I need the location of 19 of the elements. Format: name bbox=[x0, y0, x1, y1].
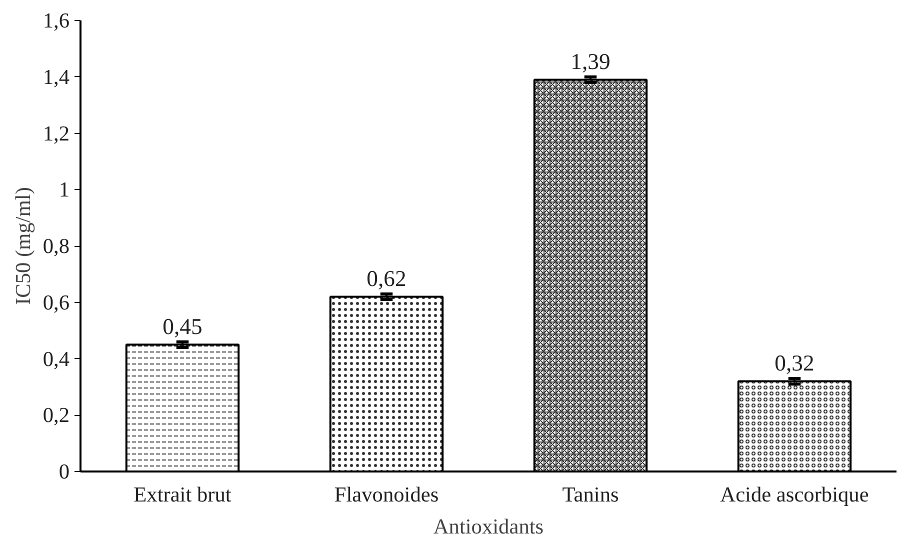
data-label: 1,39 bbox=[570, 48, 610, 74]
x-tick-label: Acide ascorbique bbox=[720, 482, 869, 506]
y-axis-title: IC50 (mg/ml) bbox=[10, 187, 35, 305]
y-tick-label: 0,2 bbox=[42, 403, 70, 428]
y-tick-label: 1,2 bbox=[42, 121, 70, 146]
y-tick-label: 0,8 bbox=[42, 234, 70, 258]
x-tick-label: Tanins bbox=[562, 482, 619, 506]
data-label: 0,45 bbox=[162, 314, 202, 339]
y-tick-label: 1,6 bbox=[42, 8, 70, 32]
y-tick-label: 0,4 bbox=[42, 346, 70, 371]
y-tick-label: 0,6 bbox=[42, 290, 70, 314]
x-tick-label: Flavonoides bbox=[334, 482, 439, 506]
x-axis-title: Antioxidants bbox=[433, 514, 544, 538]
y-tick-label: 1 bbox=[58, 178, 70, 202]
data-label: 0,32 bbox=[774, 350, 814, 376]
x-tick-label: Extrait brut bbox=[134, 482, 232, 506]
data-label: 0,62 bbox=[366, 266, 406, 291]
y-tick-label: 0 bbox=[58, 460, 70, 484]
y-tick-label: 1,4 bbox=[42, 64, 70, 89]
